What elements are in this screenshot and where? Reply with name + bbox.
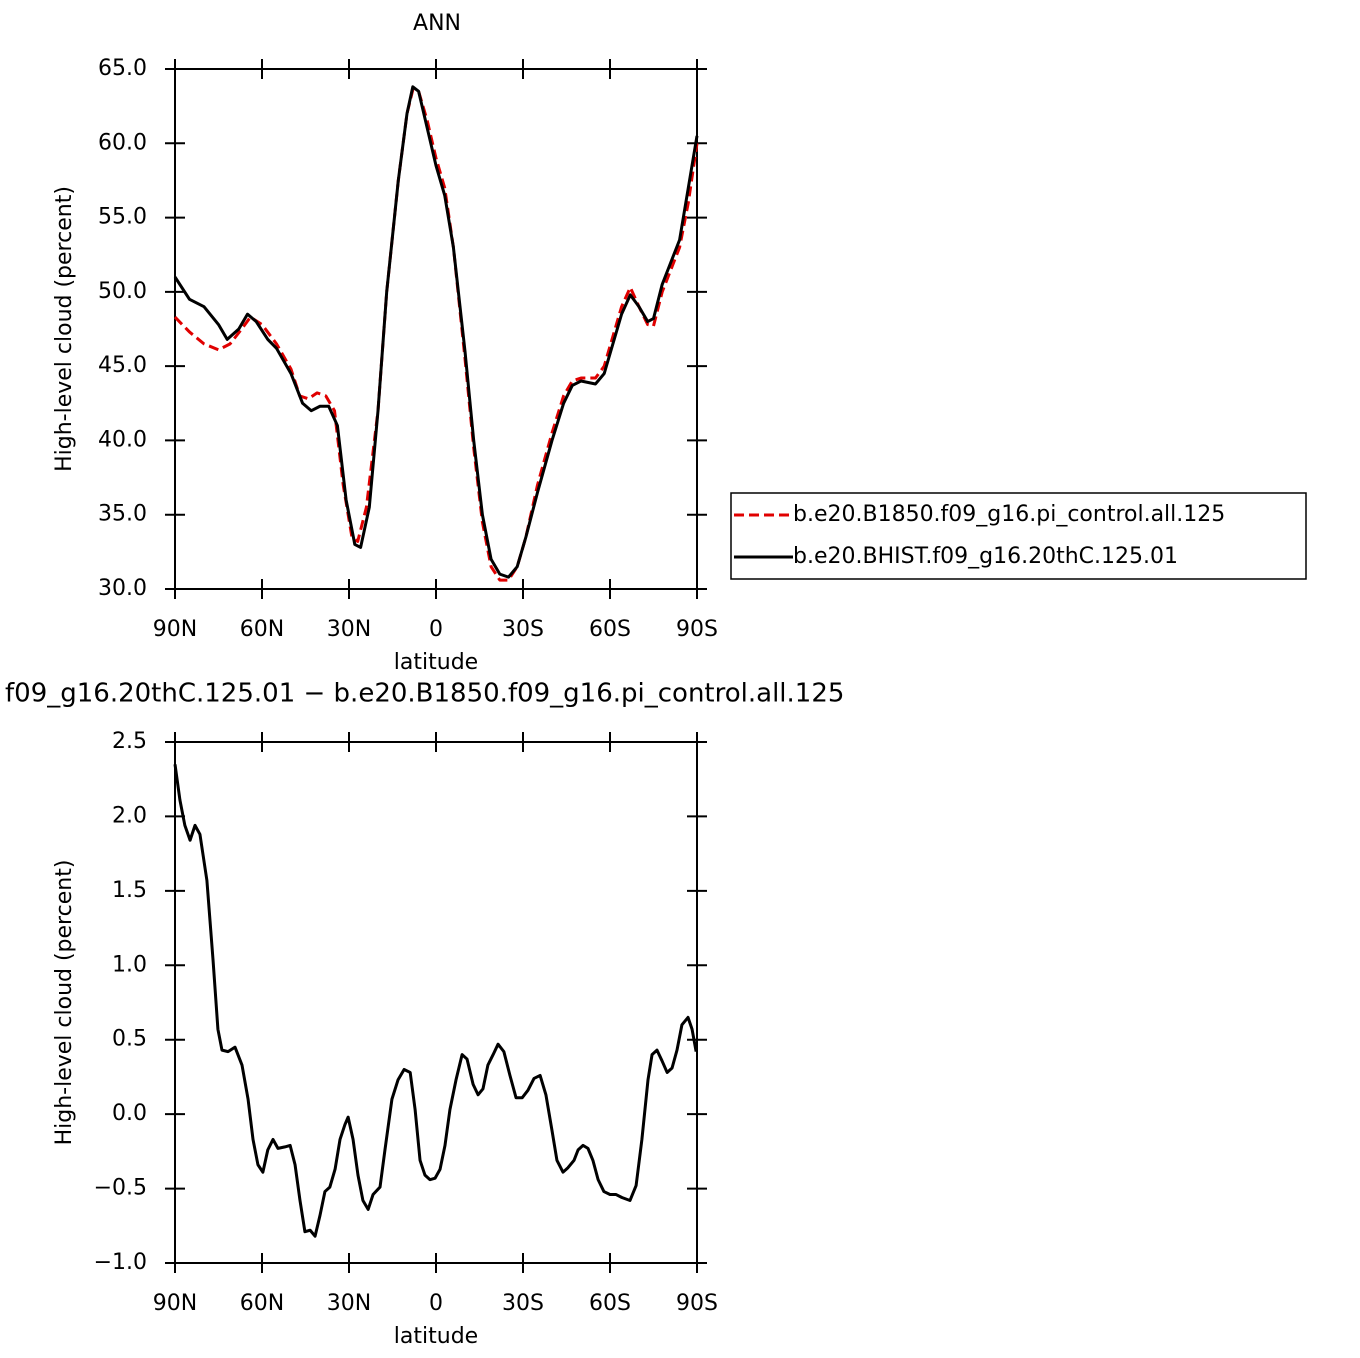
y-tick-label: 2.0 <box>112 803 147 828</box>
x-tick-label: 90N <box>153 617 197 642</box>
y-tick-label: 55.0 <box>98 205 147 230</box>
y-tick-label: 1.0 <box>112 952 147 977</box>
y-tick-label: −0.5 <box>94 1176 147 1201</box>
y-tick-label: 65.0 <box>98 56 147 81</box>
x-tick-label: 30S <box>502 1291 544 1316</box>
x-tick-label: 30N <box>327 617 371 642</box>
y-tick-label: 40.0 <box>98 427 147 452</box>
data-line <box>173 764 698 1238</box>
y-tick-label: −1.0 <box>94 1250 147 1275</box>
x-tick-label: 90S <box>676 617 718 642</box>
data-line <box>173 85 699 579</box>
chart-title: ANN <box>413 11 461 36</box>
x-tick-label: 90S <box>676 1291 718 1316</box>
y-tick-label: 2.5 <box>112 729 147 754</box>
y-tick-label: 0.5 <box>112 1027 147 1052</box>
y-tick-label: 60.0 <box>98 130 147 155</box>
y-axis-label: High-level cloud (percent) <box>52 186 77 472</box>
y-tick-label: 1.5 <box>112 878 147 903</box>
y-tick-label: 30.0 <box>98 576 147 601</box>
chart-title: f09_g16.20thC.125.01 − b.e20.B1850.f09_g… <box>5 679 844 709</box>
legend-label: b.e20.B1850.f09_g16.pi_control.all.125 <box>793 502 1225 527</box>
x-axis-label: latitude <box>394 1324 478 1349</box>
x-tick-label: 30N <box>327 1291 371 1316</box>
y-tick-label: 35.0 <box>98 502 147 527</box>
x-tick-label: 60N <box>240 617 284 642</box>
y-axis-label: High-level cloud (percent) <box>52 860 77 1146</box>
x-tick-label: 60S <box>589 617 631 642</box>
x-tick-label: 60S <box>589 1291 631 1316</box>
x-axis-label: latitude <box>394 650 478 675</box>
x-tick-label: 0 <box>429 617 443 642</box>
x-tick-label: 90N <box>153 1291 197 1316</box>
y-tick-label: 50.0 <box>98 279 147 304</box>
x-tick-label: 60N <box>240 1291 284 1316</box>
x-tick-label: 0 <box>429 1291 443 1316</box>
x-tick-label: 30S <box>502 617 544 642</box>
y-tick-label: 0.0 <box>112 1101 147 1126</box>
plot-frame <box>174 741 698 1264</box>
data-line <box>173 88 699 582</box>
legend-box <box>730 492 1307 580</box>
y-tick-label: 45.0 <box>98 353 147 378</box>
legend-label: b.e20.BHIST.f09_g16.20thC.125.01 <box>793 544 1178 569</box>
